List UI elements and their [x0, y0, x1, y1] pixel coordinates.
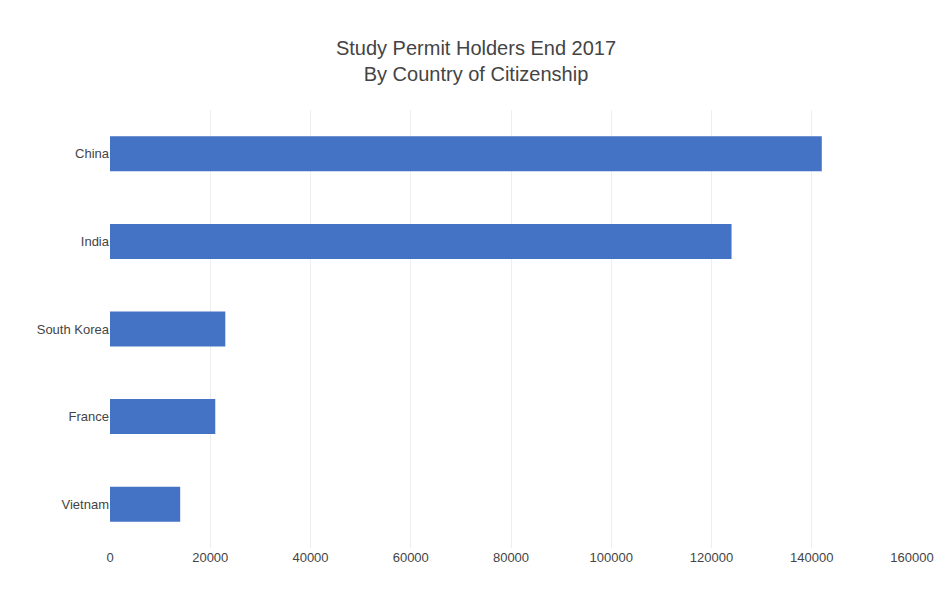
- svg-text:80000: 80000: [493, 550, 529, 565]
- svg-text:Study Permit Holders End 2017B: Study Permit Holders End 2017By Country …: [336, 37, 616, 85]
- svg-text:0: 0: [106, 550, 113, 565]
- svg-text:60000: 60000: [393, 550, 429, 565]
- svg-text:120000: 120000: [690, 550, 733, 565]
- svg-text:India: India: [81, 234, 110, 249]
- svg-text:France: France: [69, 409, 109, 424]
- svg-text:40000: 40000: [292, 550, 328, 565]
- svg-text:China: China: [75, 146, 110, 161]
- svg-text:140000: 140000: [790, 550, 833, 565]
- svg-text:South Korea: South Korea: [37, 322, 110, 337]
- svg-text:160000: 160000: [890, 550, 933, 565]
- svg-text:100000: 100000: [590, 550, 633, 565]
- svg-text:Vietnam: Vietnam: [62, 497, 109, 512]
- svg-text:20000: 20000: [192, 550, 228, 565]
